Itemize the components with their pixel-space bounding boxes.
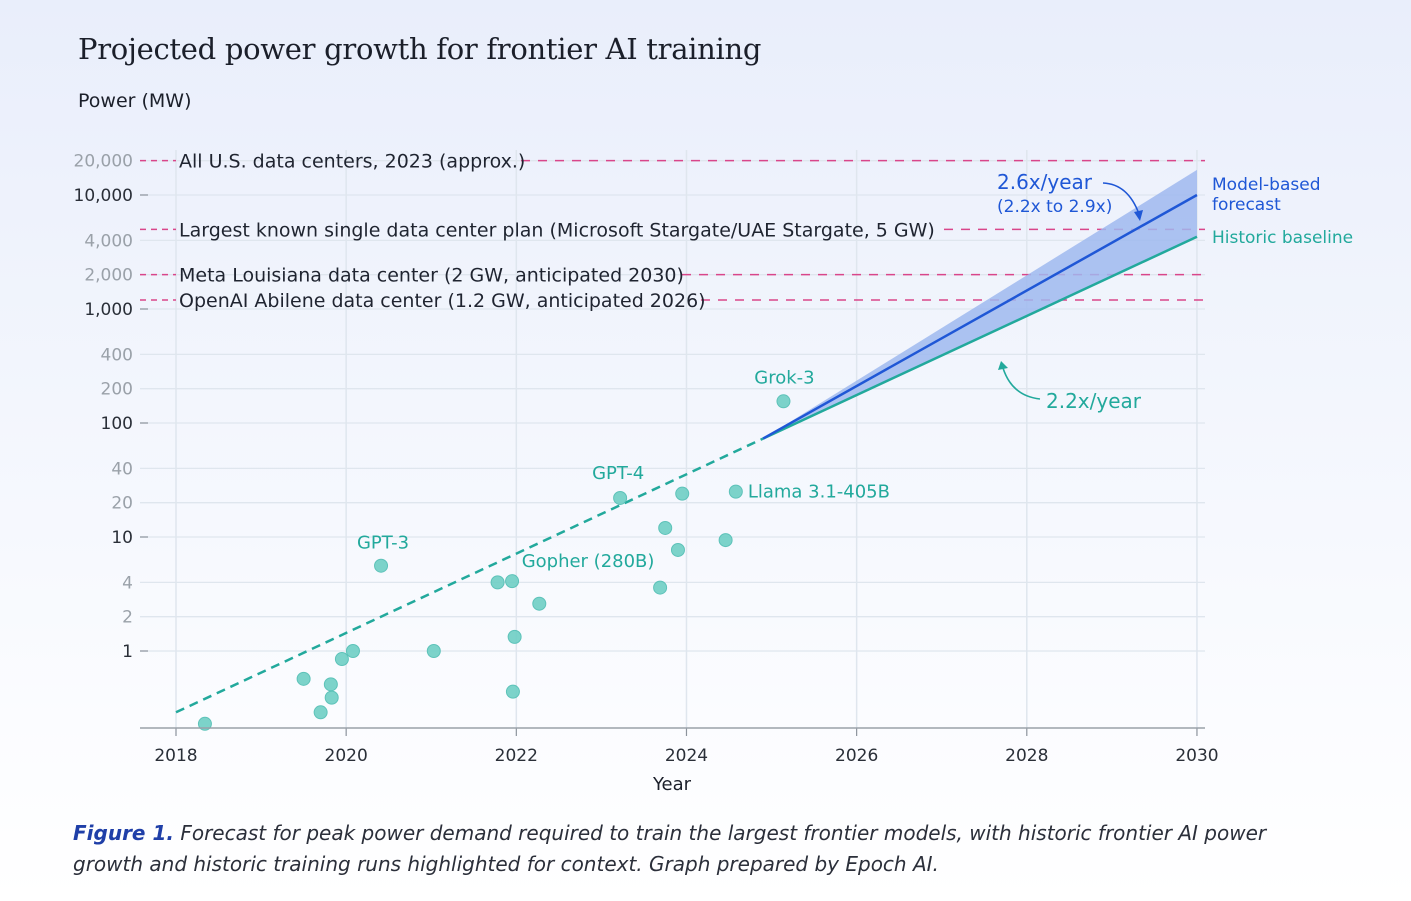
axes: 2018 2020 2022 2024 2026 2028 203020,00010,000… bbox=[74, 152, 1219, 766]
caption-text: Forecast for peak power demand required … bbox=[73, 821, 1267, 876]
y-tick-label: 4,000 bbox=[84, 231, 133, 251]
legend-model-forecast-line1: Model-based bbox=[1212, 175, 1321, 195]
caption-label: Figure 1. bbox=[73, 821, 174, 845]
forecast-rate-annotation: 2.6x/year bbox=[997, 170, 1093, 194]
reference-line-label: Meta Louisiana data center (2 GW, antici… bbox=[179, 265, 684, 287]
y-tick-label: 400 bbox=[101, 345, 133, 365]
forecast-uncertainty-band bbox=[763, 169, 1197, 439]
legend-historic-baseline: Historic baseline bbox=[1212, 228, 1353, 248]
data-point bbox=[505, 684, 520, 699]
annotations: 2.6x/year (2.2x to 2.9x) 2.2x/year Model-ba… bbox=[997, 170, 1353, 413]
y-tick-label: 10 bbox=[111, 528, 133, 548]
forecast-band bbox=[763, 169, 1197, 439]
baseline-arrow-icon bbox=[1002, 367, 1041, 400]
y-tick-label: 20 bbox=[111, 494, 133, 514]
point-label: Llama 3.1-405B bbox=[748, 482, 890, 503]
x-tick-label: 2020 bbox=[325, 746, 368, 766]
forecast-arrow-icon bbox=[1102, 182, 1140, 215]
data-point bbox=[374, 558, 389, 573]
forecast-range-annotation: (2.2x to 2.9x) bbox=[997, 197, 1112, 217]
data-point bbox=[197, 716, 212, 731]
point-label: Gopher (280B) bbox=[522, 551, 655, 572]
data-point bbox=[653, 580, 668, 595]
trend-lines bbox=[175, 193, 1198, 714]
x-tick-label: 2028 bbox=[1005, 746, 1048, 766]
y-tick-label: 4 bbox=[122, 573, 133, 593]
model-forecast-line bbox=[762, 193, 1198, 440]
figure-caption: Figure 1. Forecast for peak power demand… bbox=[73, 818, 1333, 880]
data-point bbox=[532, 596, 547, 611]
data-point bbox=[323, 677, 338, 692]
data-point bbox=[728, 484, 743, 499]
data-points: GPT-3 Gopher (280B) GPT-4 Llama 3.1-405B Gro… bbox=[197, 367, 890, 731]
y-tick-label: 10,000 bbox=[74, 186, 133, 206]
data-point bbox=[658, 520, 673, 535]
data-point bbox=[613, 490, 628, 505]
forecast-arrowhead-icon bbox=[1134, 210, 1143, 221]
data-point bbox=[675, 486, 690, 501]
y-tick-label: 1,000 bbox=[84, 300, 133, 320]
point-label: GPT-3 bbox=[357, 533, 409, 554]
reference-line-label: All U.S. data centers, 2023 (approx.) bbox=[179, 151, 525, 173]
data-point bbox=[334, 652, 349, 667]
point-label: Grok-3 bbox=[754, 367, 814, 388]
y-tick-label: 200 bbox=[101, 380, 133, 400]
data-point bbox=[718, 533, 733, 548]
x-tick-label: 2026 bbox=[835, 746, 878, 766]
reference-lines: All U.S. data centers, 2023 (approx.) Lar… bbox=[140, 151, 1205, 312]
baseline-rate-annotation: 2.2x/year bbox=[1046, 389, 1142, 413]
y-tick-label: 2,000 bbox=[84, 266, 133, 286]
y-tick-label: 1 bbox=[122, 642, 133, 662]
reference-line-label: OpenAI Abilene data center (1.2 GW, anti… bbox=[179, 290, 706, 312]
point-label: GPT-4 bbox=[592, 463, 644, 484]
data-point bbox=[324, 690, 339, 705]
y-tick-label: 20,000 bbox=[74, 152, 133, 172]
data-point bbox=[505, 574, 520, 589]
data-point bbox=[313, 705, 328, 720]
baseline-arrowhead-icon bbox=[998, 361, 1008, 370]
x-axis-label: Year bbox=[652, 774, 692, 795]
y-axis-label: Power (MW) bbox=[78, 90, 192, 112]
y-tick-label: 100 bbox=[101, 414, 133, 434]
historic-trend-line bbox=[175, 437, 764, 714]
historic-baseline-line bbox=[762, 235, 1198, 440]
data-point bbox=[345, 644, 360, 658]
chart-title: Projected power growth for frontier AI t… bbox=[78, 32, 762, 66]
y-tick-label: 2 bbox=[122, 608, 133, 628]
data-point bbox=[507, 629, 522, 644]
x-tick-label: 2024 bbox=[665, 746, 708, 766]
legend-model-forecast-line2: forecast bbox=[1212, 195, 1281, 215]
x-tick-label: 2030 bbox=[1175, 746, 1218, 766]
data-point bbox=[490, 575, 505, 590]
reference-line-label: Largest known single data center plan (M… bbox=[179, 219, 935, 241]
y-tick-label: 40 bbox=[111, 459, 133, 479]
x-tick-label: 2018 bbox=[154, 746, 197, 766]
grid bbox=[140, 150, 1205, 728]
data-point bbox=[670, 542, 685, 557]
data-point bbox=[426, 644, 441, 658]
x-tick-label: 2022 bbox=[495, 746, 538, 766]
data-point bbox=[296, 671, 311, 686]
data-point bbox=[776, 394, 791, 409]
